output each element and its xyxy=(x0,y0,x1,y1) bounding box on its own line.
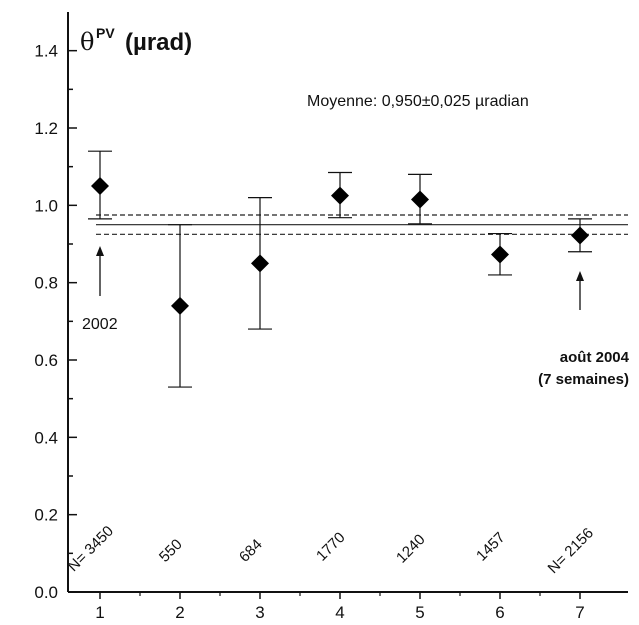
data-point-diamond xyxy=(331,186,349,205)
y-tick-label: 0.0 xyxy=(34,583,58,602)
y-tick-label: 0.2 xyxy=(34,506,58,525)
x-tick-label: 6 xyxy=(495,603,504,622)
x-tick-label: 2 xyxy=(175,603,184,622)
annotation-first-date: 2002 xyxy=(82,316,118,333)
sample-size-label: 550 xyxy=(156,536,186,566)
data-point-diamond xyxy=(171,296,189,315)
sample-size-label: 1240 xyxy=(393,531,429,567)
arrow-2002-head xyxy=(96,246,104,256)
x-tick-label: 1 xyxy=(95,603,104,622)
x-tick-label: 3 xyxy=(255,603,264,622)
y-tick-label: 0.6 xyxy=(34,351,58,370)
sample-size-label: 684 xyxy=(236,536,266,566)
data-point-diamond xyxy=(411,190,429,209)
annotation-last-date: août 2004 xyxy=(560,349,630,366)
chart-title-unit: (µrad) xyxy=(125,29,192,56)
chart-title-superscript: PV xyxy=(96,25,115,41)
data-point-diamond xyxy=(91,177,109,195)
arrow-2004-head xyxy=(576,271,584,281)
sample-size-label: N= 3450 xyxy=(65,523,117,575)
sample-size-label: 1770 xyxy=(313,529,349,565)
chart-title-symbol: θ xyxy=(80,28,94,56)
data-point-diamond xyxy=(571,226,589,245)
x-tick-label: 5 xyxy=(415,603,424,622)
y-tick-label: 0.4 xyxy=(34,428,58,447)
x-tick-label: 4 xyxy=(335,603,344,622)
y-tick-label: 1.2 xyxy=(34,119,58,138)
x-tick-label: 7 xyxy=(575,603,584,622)
y-tick-label: 1.0 xyxy=(34,196,58,215)
data-point-diamond xyxy=(491,245,509,264)
sample-size-label: 1457 xyxy=(473,529,509,565)
y-tick-label: 0.8 xyxy=(34,274,58,293)
annotation-last-duration: (7 semaines) xyxy=(538,371,629,388)
y-tick-label: 1.4 xyxy=(34,42,58,61)
data-point-diamond xyxy=(251,254,269,273)
mean-annotation: Moyenne: 0,950±0,025 µradian xyxy=(307,93,529,110)
sample-size-label: N= 2156 xyxy=(545,525,597,577)
